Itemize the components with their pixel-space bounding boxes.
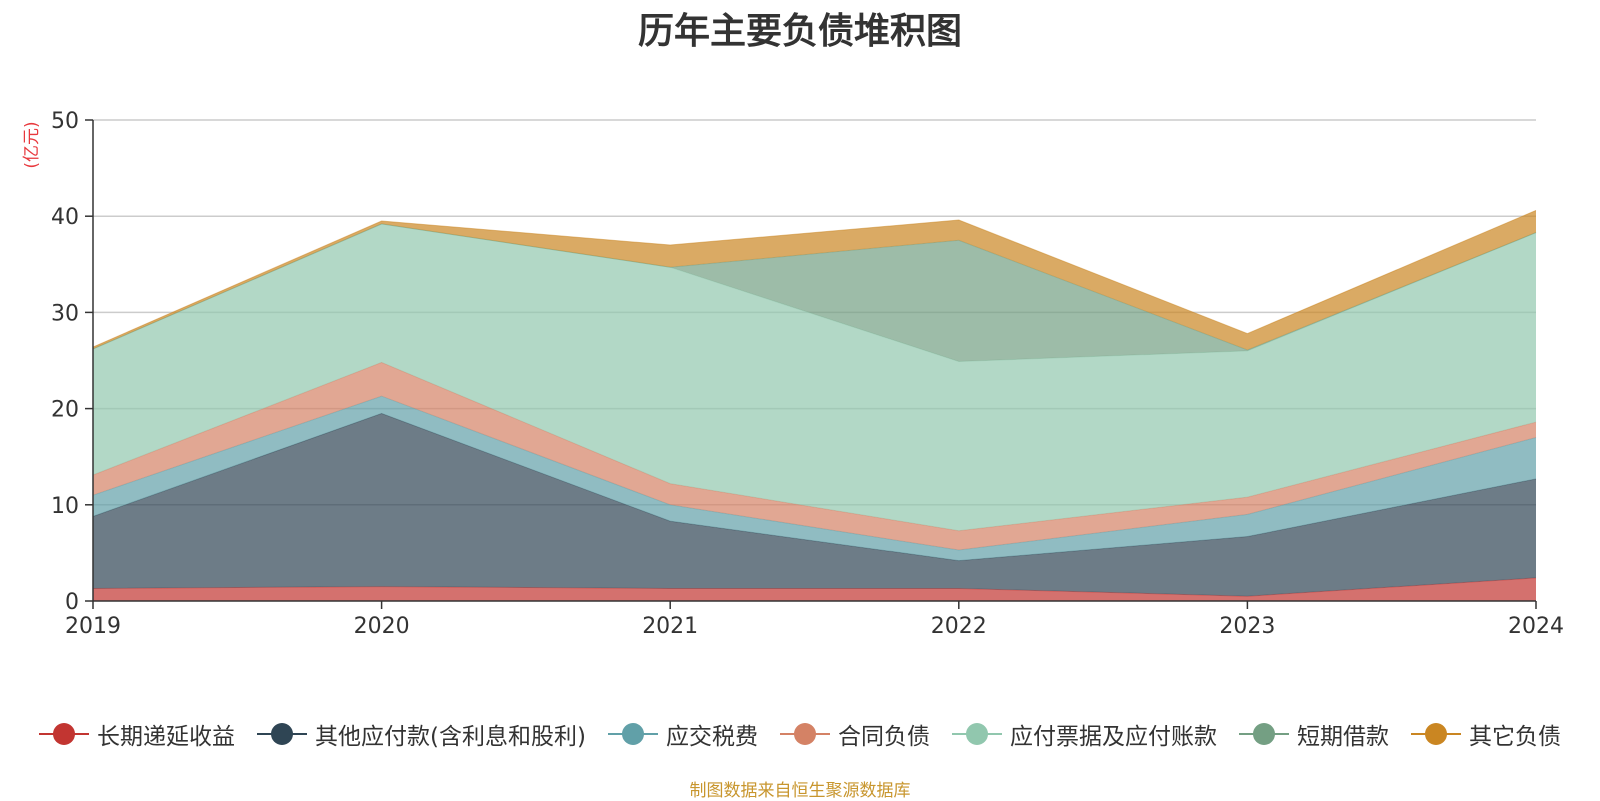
- legend-item-4[interactable]: 应付票据及应付账款: [951, 717, 1217, 751]
- legend-label: 应付票据及应付账款: [1009, 724, 1217, 750]
- legend-item-6[interactable]: 其它负债: [1410, 717, 1561, 751]
- y-tick-label-30: 30: [51, 301, 79, 326]
- stacked-areas: [92, 209, 1537, 601]
- legend-item-5[interactable]: 短期借款: [1238, 717, 1389, 751]
- legend-item-3[interactable]: 合同负债: [779, 717, 930, 751]
- legend-marker-icon: [1238, 722, 1289, 746]
- x-tick-label-2024: 2024: [1508, 614, 1564, 639]
- area-series-0[interactable]: [93, 577, 1536, 601]
- legend-label: 应交税费: [665, 724, 758, 750]
- legend-marker-icon: [257, 722, 308, 746]
- y-tick-label-10: 10: [51, 494, 79, 519]
- y-axis-unit-label: (亿元): [22, 121, 42, 168]
- area-series-2[interactable]: [93, 396, 1536, 561]
- legend-marker-icon: [951, 722, 1002, 746]
- y-tick-label-40: 40: [51, 205, 79, 230]
- legend-label: 其它负债: [1468, 724, 1561, 750]
- x-tick-label-2021: 2021: [642, 614, 698, 639]
- x-tick-label-2023: 2023: [1219, 614, 1275, 639]
- y-tick-label-20: 20: [51, 398, 79, 423]
- legend-marker-icon: [779, 722, 830, 746]
- legend-item-2[interactable]: 应交税费: [607, 717, 758, 751]
- legend-marker-icon: [1410, 722, 1461, 746]
- chart-title: 历年主要负债堆积图: [637, 11, 962, 52]
- y-tick-label-0: 0: [65, 590, 79, 615]
- legend-label: 长期递延收益: [97, 724, 236, 750]
- axes: 0 10 20 30 40 50 2019 2020 2021 2022 2023 2024: [51, 109, 1564, 639]
- area-series-3[interactable]: [93, 362, 1536, 551]
- area-series-5[interactable]: [93, 223, 1536, 362]
- legend-label: 其他应付款(含利息和股利): [315, 724, 586, 750]
- area-line-series-6: [92, 209, 1537, 348]
- legend-item-1[interactable]: 其他应付款(含利息和股利): [257, 717, 586, 751]
- area-series-1[interactable]: [93, 413, 1536, 597]
- x-tick-label-2022: 2022: [931, 614, 987, 639]
- x-tick-label-2019: 2019: [65, 614, 121, 639]
- legend-marker-icon: [607, 722, 658, 746]
- legend: 长期递延收益 其他应付款(含利息和股利) 应交税费 合同负债 应付票据及应付账款 短期借款…: [0, 716, 1600, 752]
- area-series-6[interactable]: [93, 210, 1536, 350]
- legend-marker-icon: [39, 722, 90, 746]
- legend-item-0[interactable]: 长期递延收益: [39, 717, 235, 751]
- source-note: 制图数据来自恒生聚源数据库: [689, 781, 911, 801]
- x-tick-label-2020: 2020: [354, 614, 410, 639]
- legend-label: 合同负债: [837, 724, 930, 750]
- y-tick-label-50: 50: [51, 109, 79, 134]
- area-series-4[interactable]: [93, 223, 1536, 531]
- legend-label: 短期借款: [1296, 724, 1389, 750]
